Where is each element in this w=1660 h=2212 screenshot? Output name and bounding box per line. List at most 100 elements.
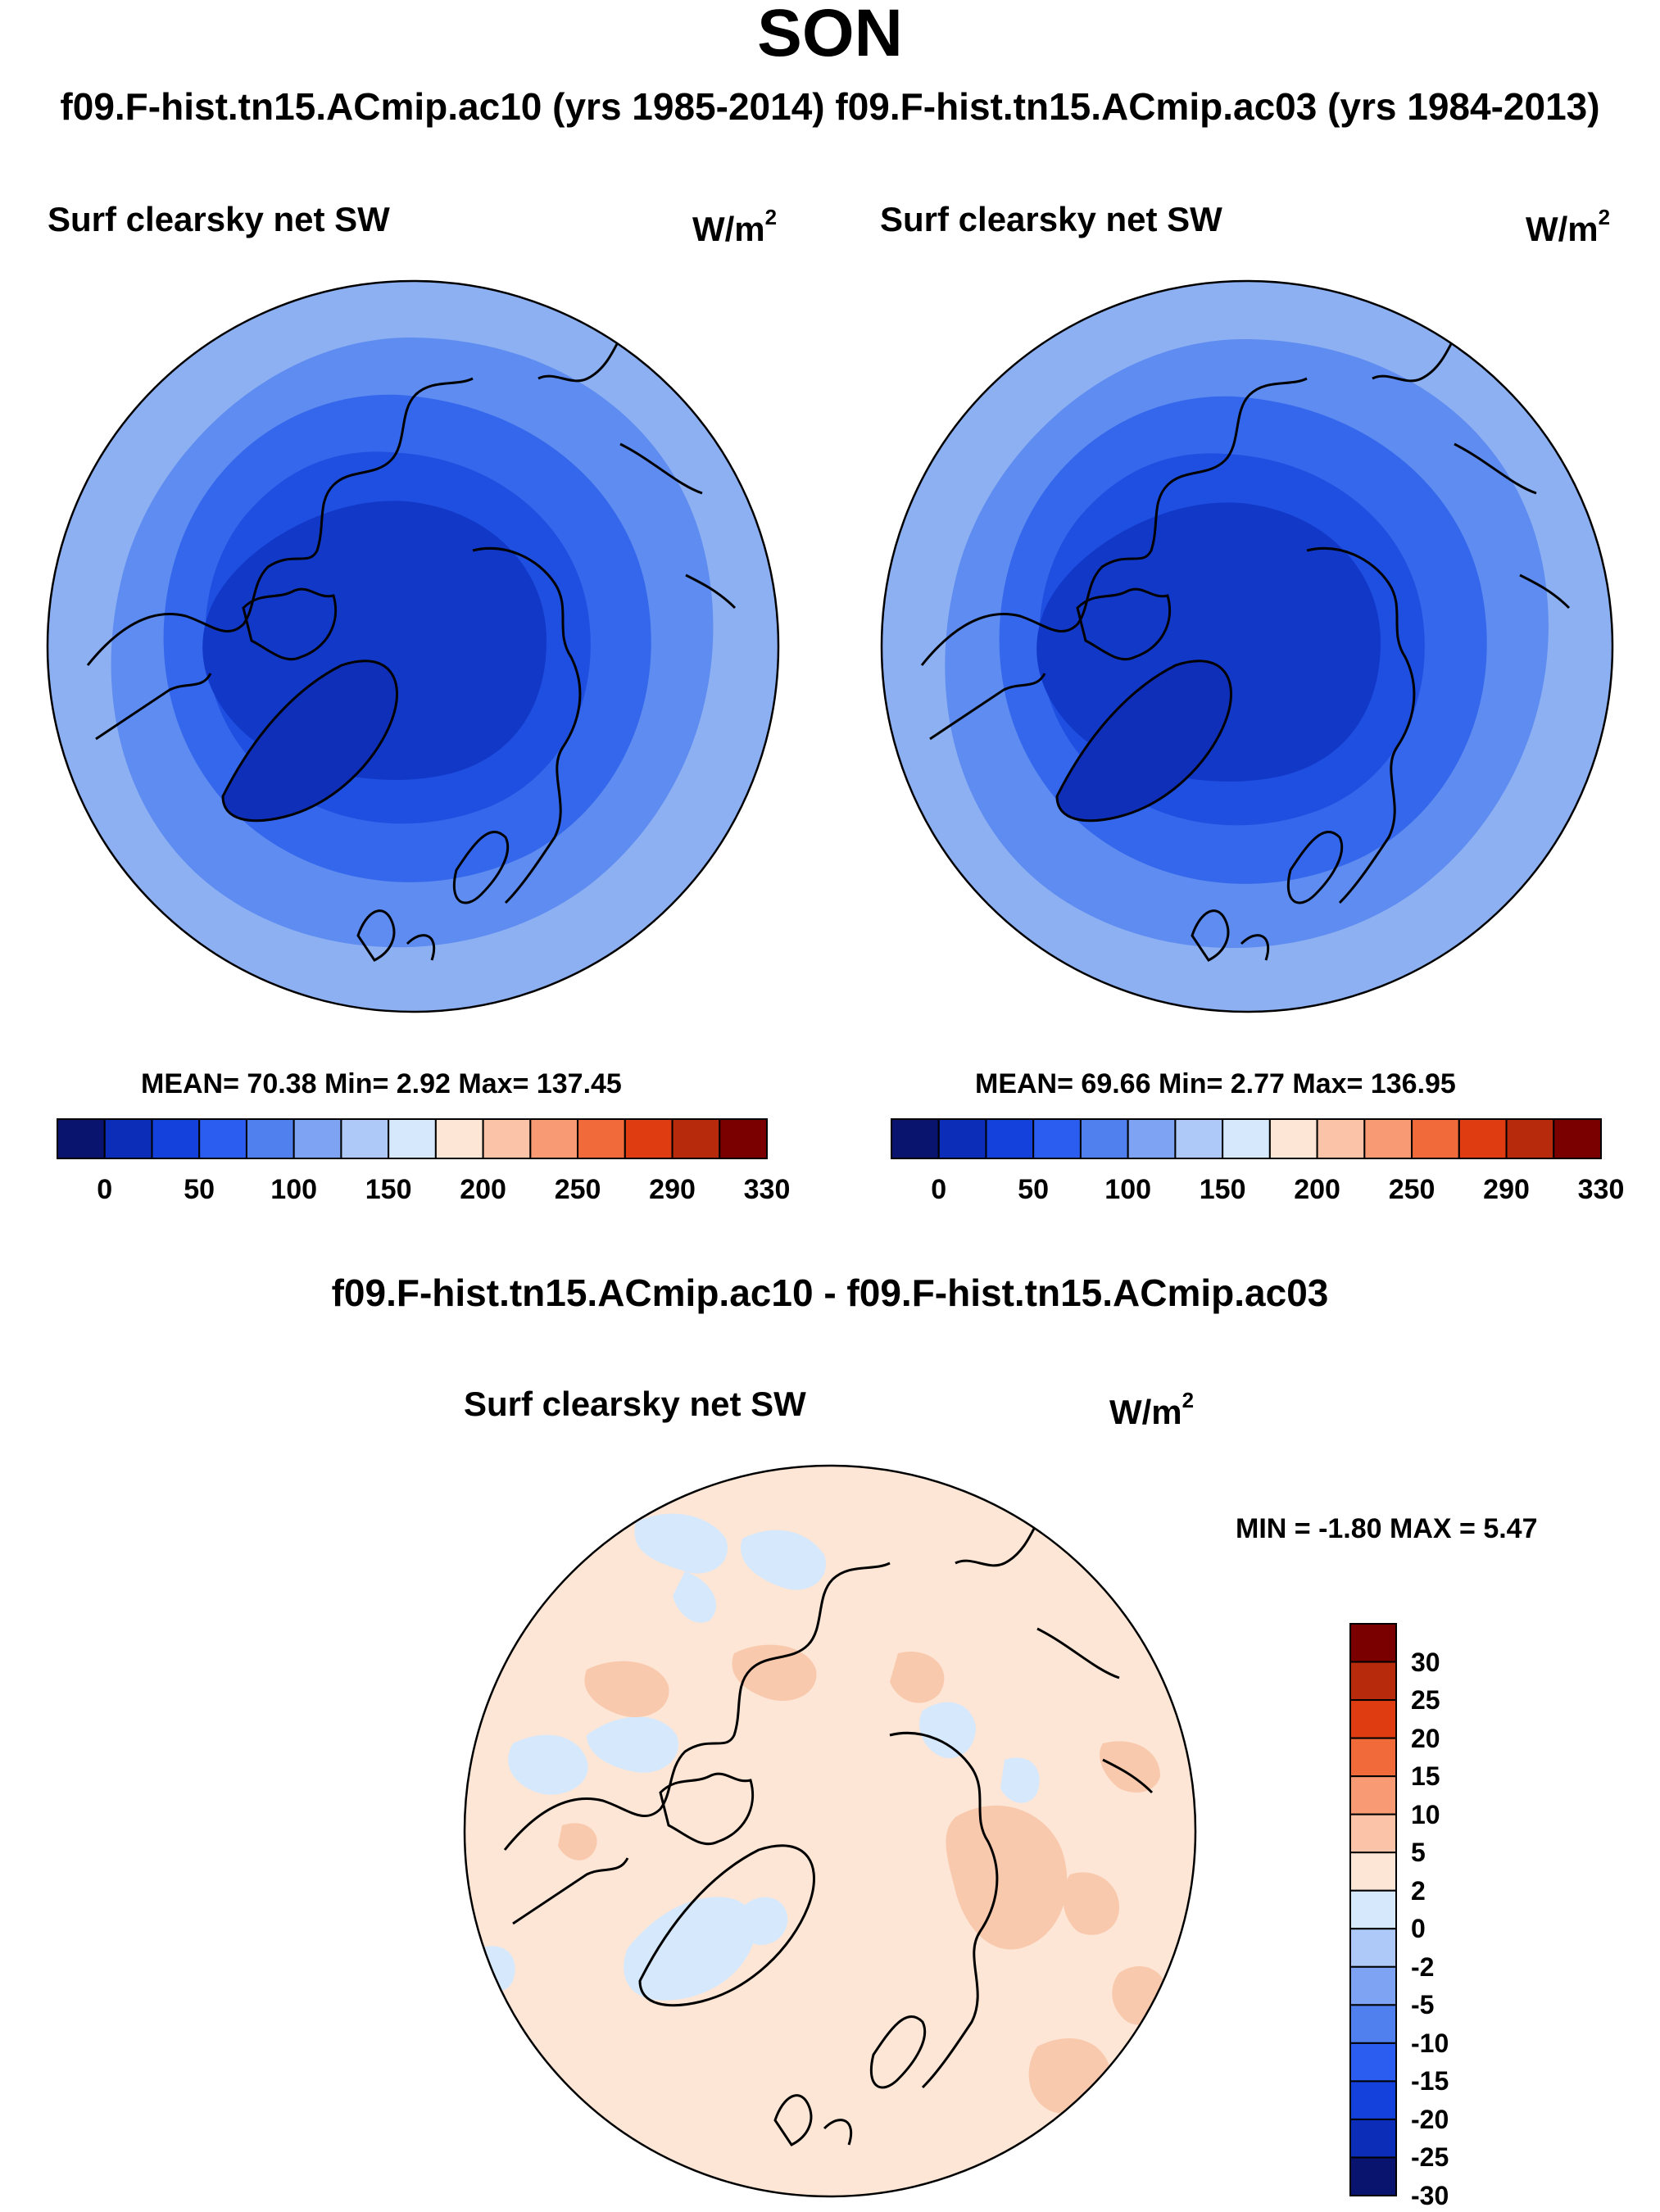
left-colorbar-swatch: [340, 1118, 390, 1159]
difference-colorbar-tick-label: 30: [1411, 1647, 1440, 1677]
diff-negative-patches: [476, 1513, 1040, 2001]
difference-colorbar-swatch: [1349, 2156, 1397, 2197]
difference-colorbar-tick-label: 5: [1411, 1838, 1426, 1868]
difference-coastlines: [503, 1521, 1154, 2146]
difference-colorbar-tick-label: 15: [1411, 1761, 1440, 1792]
left-colorbar-swatch: [482, 1118, 532, 1159]
difference-colorbar: [1349, 1623, 1397, 2197]
left-colorbar-swatch: [57, 1118, 106, 1159]
difference-colorbar-tick-label: 25: [1411, 1685, 1440, 1716]
difference-colorbar-swatch: [1349, 2004, 1397, 2044]
right-colorbar-swatch: [937, 1118, 987, 1159]
right-coastlines: [920, 337, 1571, 962]
left-colorbar-swatch: [671, 1118, 721, 1159]
difference-panel-title: Surf clearsky net SW: [464, 1385, 806, 1423]
left-colorbar-tick-label: 250: [554, 1174, 601, 1205]
left-colorbar-swatch: [624, 1118, 674, 1159]
right-colorbar-tick-label: 100: [1104, 1174, 1152, 1205]
right-colorbar-swatch: [1032, 1118, 1082, 1159]
right-colorbar-swatch: [1222, 1118, 1271, 1159]
right-colorbar-swatch: [1553, 1118, 1602, 1159]
left-colorbar-swatch: [103, 1118, 153, 1159]
difference-colorbar-swatch: [1349, 2080, 1397, 2120]
difference-colorbar-swatch: [1349, 1813, 1397, 1854]
left-colorbar-swatch: [719, 1118, 768, 1159]
greenland-field: [1057, 660, 1231, 821]
difference-colorbar-tick-label: -10: [1411, 2028, 1449, 2058]
difference-colorbar-tick-label: -5: [1411, 1990, 1435, 2020]
difference-colorbar-tick-label: 2: [1411, 1875, 1426, 1906]
main-title: SON: [757, 0, 903, 70]
right-colorbar-swatch: [1363, 1118, 1413, 1159]
left-colorbar-swatch: [577, 1118, 626, 1159]
right-colorbar-tick-label: 150: [1199, 1174, 1246, 1205]
right-colorbar-swatch: [1411, 1118, 1460, 1159]
left-colorbar-swatch: [293, 1118, 342, 1159]
left-colorbar-tick-label: 100: [270, 1174, 318, 1205]
left-colorbar-tick-label: 330: [743, 1174, 791, 1205]
left-polar-map: [46, 279, 780, 1013]
right-colorbar: [891, 1118, 1602, 1159]
left-colorbar-tick-label: 150: [365, 1174, 412, 1205]
right-colorbar-swatch: [1458, 1118, 1508, 1159]
difference-colorbar-tick-label: -25: [1411, 2142, 1449, 2173]
difference-colorbar-swatch: [1349, 1928, 1397, 1968]
right-colorbar-tick-label: 290: [1483, 1174, 1530, 1205]
greenland-field: [223, 660, 397, 821]
difference-colorbar-swatch: [1349, 2118, 1397, 2159]
left-colorbar-tick-label: 290: [649, 1174, 696, 1205]
right-colorbar-swatch: [1079, 1118, 1129, 1159]
left-colorbar-swatch: [529, 1118, 579, 1159]
left-colorbar-tick-label: 0: [97, 1174, 113, 1205]
difference-title: f09.F-hist.tn15.ACmip.ac10 - f09.F-hist.…: [331, 1271, 1329, 1314]
left-coastlines: [86, 337, 737, 962]
difference-colorbar-swatch: [1349, 1965, 1397, 2006]
left-colorbar: [57, 1118, 768, 1159]
difference-colorbar-tick-label: -15: [1411, 2066, 1449, 2096]
right-colorbar-tick-label: 330: [1577, 1174, 1625, 1205]
difference-polar-map: [463, 1464, 1197, 2198]
right-panel-title: Surf clearsky net SW: [880, 200, 1222, 238]
difference-colorbar-tick-label: 20: [1411, 1723, 1440, 1753]
right-colorbar-tick-label: 200: [1294, 1174, 1340, 1205]
right-colorbar-swatch: [1316, 1118, 1366, 1159]
left-panel-stats: MEAN= 70.38 Min= 2.92 Max= 137.45: [141, 1068, 622, 1099]
right-colorbar-swatch: [1268, 1118, 1318, 1159]
left-colorbar-swatch: [388, 1118, 437, 1159]
left-colorbar-tick-label: 200: [460, 1174, 506, 1205]
difference-colorbar-swatch: [1349, 2042, 1397, 2083]
main-subtitle: f09.F-hist.tn15.ACmip.ac10 (yrs 1985-201…: [60, 85, 1600, 128]
right-panel-stats: MEAN= 69.66 Min= 2.77 Max= 136.95: [975, 1068, 1456, 1099]
right-panel-units: W/m2: [1526, 205, 1611, 248]
difference-colorbar-tick-label: -20: [1411, 2104, 1449, 2134]
left-panel-units: W/m2: [692, 205, 778, 248]
difference-colorbar-tick-label: 10: [1411, 1799, 1440, 1829]
right-colorbar-swatch: [1127, 1118, 1177, 1159]
right-colorbar-tick-label: 50: [1018, 1174, 1050, 1205]
difference-minmax: MIN = -1.80 MAX = 5.47: [1236, 1513, 1538, 1544]
left-colorbar-tick-label: 50: [184, 1174, 215, 1205]
difference-colorbar-swatch: [1349, 1737, 1397, 1778]
right-colorbar-swatch: [985, 1118, 1035, 1159]
left-colorbar-swatch: [198, 1118, 247, 1159]
difference-colorbar-tick-label: 0: [1411, 1914, 1426, 1944]
difference-colorbar-swatch: [1349, 1699, 1397, 1739]
left-colorbar-swatch: [151, 1118, 201, 1159]
left-colorbar-swatch: [434, 1118, 484, 1159]
difference-colorbar-swatch: [1349, 1852, 1397, 1892]
left-panel-title: Surf clearsky net SW: [48, 200, 390, 238]
right-colorbar-swatch: [1174, 1118, 1224, 1159]
difference-colorbar-swatch: [1349, 1661, 1397, 1702]
right-polar-map: [880, 279, 1614, 1013]
right-colorbar-swatch: [1505, 1118, 1555, 1159]
difference-panel-units: W/m2: [1109, 1388, 1195, 1431]
right-colorbar-swatch: [891, 1118, 940, 1159]
difference-colorbar-swatch: [1349, 1623, 1397, 1663]
right-colorbar-tick-label: 250: [1388, 1174, 1435, 1205]
left-colorbar-swatch: [245, 1118, 295, 1159]
difference-colorbar-tick-label: -2: [1411, 1951, 1435, 1982]
difference-colorbar-swatch: [1349, 1775, 1397, 1815]
difference-colorbar-swatch: [1349, 1889, 1397, 1930]
difference-colorbar-tick-label: -30: [1411, 2181, 1449, 2210]
right-colorbar-tick-label: 0: [931, 1174, 947, 1205]
